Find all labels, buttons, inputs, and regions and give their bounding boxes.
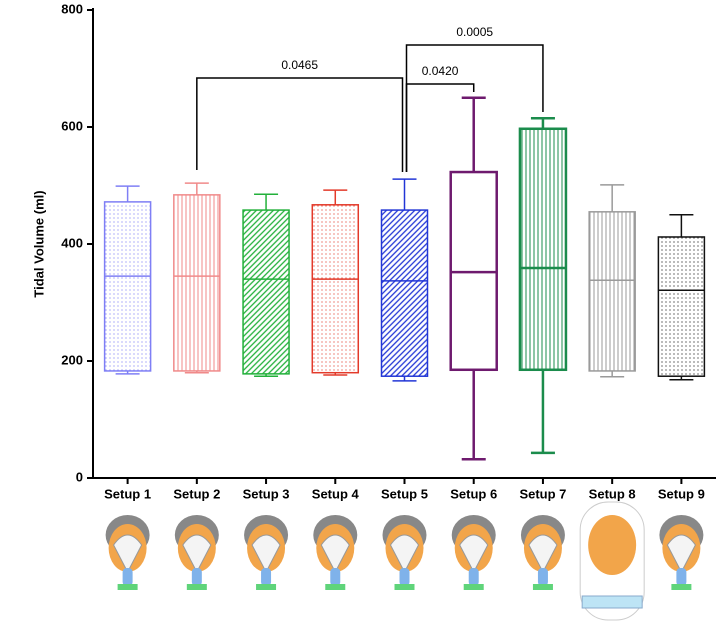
- y-axis-label: Tidal Volume (ml): [31, 190, 46, 297]
- box: [518, 127, 568, 372]
- x-tick-label: Setup 1: [104, 486, 151, 501]
- x-tick-label: Setup 9: [658, 486, 705, 501]
- y-tick-label: 200: [61, 352, 83, 367]
- box: [311, 204, 360, 374]
- x-tick-label: Setup 2: [173, 486, 220, 501]
- tube: [468, 568, 479, 586]
- connector: [256, 584, 277, 590]
- mask: [251, 534, 281, 574]
- setup-icon: [105, 515, 150, 590]
- setup-icon: [313, 515, 358, 590]
- mask: [113, 534, 143, 574]
- mask: [320, 534, 350, 574]
- connector: [532, 584, 553, 590]
- box: [380, 209, 429, 377]
- box: [103, 201, 152, 372]
- mask: [389, 534, 420, 574]
- tube: [191, 568, 202, 586]
- box: [173, 194, 221, 372]
- setup-icon: [659, 515, 704, 590]
- p-value: 0.0420: [422, 64, 459, 78]
- x-tick-label: Setup 8: [589, 486, 636, 501]
- significance-bracket: [405, 44, 544, 172]
- box: [242, 209, 290, 375]
- box: [657, 236, 706, 377]
- setup-icon: [451, 515, 496, 590]
- p-value: 0.0005: [456, 25, 493, 39]
- tube: [261, 568, 272, 586]
- x-tick-label: Setup 3: [243, 486, 290, 501]
- setup-icon: [174, 515, 219, 590]
- tube: [122, 568, 133, 586]
- y-tick-label: 400: [61, 235, 83, 250]
- tube: [330, 568, 341, 586]
- mask: [182, 534, 212, 574]
- tube: [399, 568, 410, 586]
- setup-icon: [382, 515, 427, 590]
- y-tick-label: 600: [61, 118, 83, 133]
- y-tick-label: 800: [61, 1, 83, 16]
- connector: [671, 584, 692, 590]
- head: [588, 515, 637, 575]
- mask: [459, 534, 489, 574]
- connector: [394, 584, 415, 590]
- p-value: 0.0465: [281, 58, 318, 72]
- x-tick-label: Setup 7: [519, 486, 566, 501]
- y-tick-label: 0: [76, 469, 83, 484]
- setup-icon: [579, 501, 645, 621]
- setup-icon: [244, 515, 289, 590]
- setup-icon: [520, 515, 565, 590]
- x-tick-label: Setup 5: [381, 486, 428, 501]
- significance-bracket: [196, 77, 404, 172]
- connector: [117, 584, 138, 590]
- tube: [537, 568, 548, 586]
- connector: [463, 584, 484, 590]
- connector: [325, 584, 346, 590]
- x-tick-label: Setup 4: [312, 486, 360, 501]
- mask: [666, 534, 696, 574]
- mask: [528, 534, 558, 574]
- tube: [676, 568, 687, 586]
- connector: [186, 584, 207, 590]
- collar: [581, 595, 643, 609]
- box: [588, 211, 636, 372]
- x-tick-label: Setup 6: [450, 486, 497, 501]
